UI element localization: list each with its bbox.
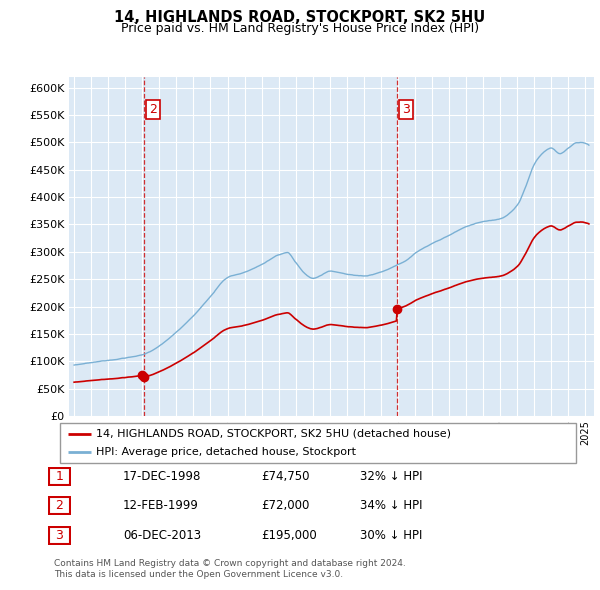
FancyBboxPatch shape xyxy=(60,423,576,463)
Text: 30% ↓ HPI: 30% ↓ HPI xyxy=(360,529,422,542)
Text: 34% ↓ HPI: 34% ↓ HPI xyxy=(360,499,422,512)
Text: 06-DEC-2013: 06-DEC-2013 xyxy=(123,529,201,542)
Text: 32% ↓ HPI: 32% ↓ HPI xyxy=(360,470,422,483)
Text: £72,000: £72,000 xyxy=(261,499,310,512)
FancyBboxPatch shape xyxy=(49,497,70,514)
Text: 2: 2 xyxy=(149,103,157,116)
FancyBboxPatch shape xyxy=(49,468,70,484)
Text: Contains HM Land Registry data © Crown copyright and database right 2024.
This d: Contains HM Land Registry data © Crown c… xyxy=(54,559,406,579)
FancyBboxPatch shape xyxy=(49,527,70,543)
Text: HPI: Average price, detached house, Stockport: HPI: Average price, detached house, Stoc… xyxy=(96,447,356,457)
Text: Price paid vs. HM Land Registry's House Price Index (HPI): Price paid vs. HM Land Registry's House … xyxy=(121,22,479,35)
Text: £195,000: £195,000 xyxy=(261,529,317,542)
Text: 17-DEC-1998: 17-DEC-1998 xyxy=(123,470,202,483)
Text: 2: 2 xyxy=(55,499,64,512)
Text: £74,750: £74,750 xyxy=(261,470,310,483)
Text: 12-FEB-1999: 12-FEB-1999 xyxy=(123,499,199,512)
Text: 1: 1 xyxy=(55,470,64,483)
Text: 14, HIGHLANDS ROAD, STOCKPORT, SK2 5HU: 14, HIGHLANDS ROAD, STOCKPORT, SK2 5HU xyxy=(115,10,485,25)
Text: 14, HIGHLANDS ROAD, STOCKPORT, SK2 5HU (detached house): 14, HIGHLANDS ROAD, STOCKPORT, SK2 5HU (… xyxy=(96,429,451,439)
Text: 3: 3 xyxy=(402,103,410,116)
Text: 3: 3 xyxy=(55,529,64,542)
